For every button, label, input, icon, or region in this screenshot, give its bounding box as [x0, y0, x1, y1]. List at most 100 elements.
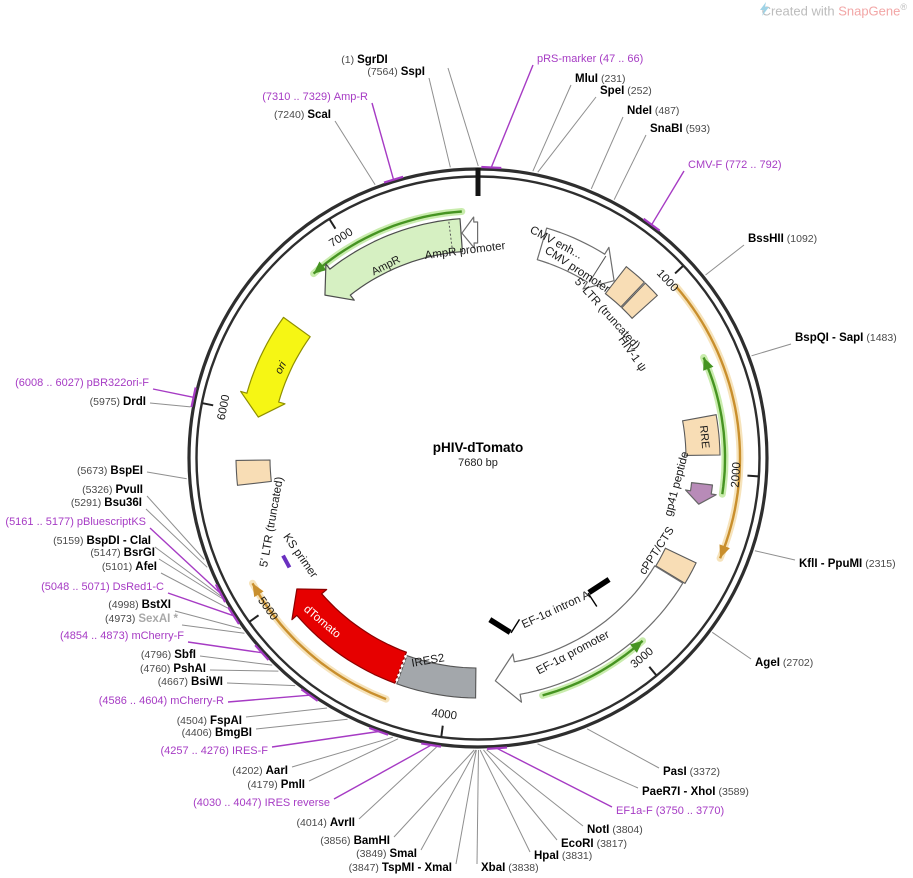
enzyme-label-SmaI[interactable]: (3849) SmaI: [353, 847, 417, 861]
feature-ori[interactable]: [240, 316, 311, 418]
primer-line-DsRed1-C: [167, 592, 234, 617]
feature-label-rre[interactable]: RRE: [697, 425, 711, 449]
enzyme-label-ScaI[interactable]: (7240) ScaI: [271, 108, 331, 122]
enzyme-label-BsiWI[interactable]: (4667) BsiWI: [155, 675, 223, 689]
enzyme-label-BstXI[interactable]: (4998) BstXI: [105, 598, 171, 612]
tick-3000: [648, 666, 658, 676]
enzyme-label-SexAI-[interactable]: (4973) SexAI *: [102, 612, 178, 626]
enzyme-label-BspEI[interactable]: (5673) BspEI: [74, 464, 143, 478]
label-text: AgeI: [755, 657, 780, 669]
enzyme-label-BsrGI[interactable]: (5147) BsrGI: [87, 546, 155, 560]
feature-label-ef-1-intron-a[interactable]: EF-1α intron A: [520, 589, 592, 631]
feature-label-ori[interactable]: ori: [273, 359, 290, 376]
feature-cppt-cts[interactable]: [655, 547, 697, 585]
enzyme-label-SbfI[interactable]: (4796) SbfI: [138, 648, 196, 662]
label-text: (4796): [140, 649, 172, 661]
primer-label-pBluescriptKS[interactable]: (5161 .. 5177) pBluescriptKS: [2, 515, 146, 529]
label-text: BsrGI: [123, 547, 155, 559]
enzyme-label-BspDI-ClaI[interactable]: (5159) BspDI - ClaI: [50, 534, 151, 548]
feature-label-ks-primer[interactable]: KS primer: [280, 532, 319, 581]
primer-label-IRES-reverse[interactable]: (4030 .. 4047) IRES reverse: [190, 796, 330, 810]
primer-label-IRES-F[interactable]: (4257 .. 4276) IRES-F: [157, 744, 268, 758]
enzyme-label-DrdI[interactable]: (5975) DrdI: [87, 395, 146, 409]
callout-line-HpaI: [479, 749, 531, 853]
primer-line-pRS-marker: [490, 64, 534, 168]
feature-ires2[interactable]: [396, 654, 477, 699]
feature-dtomato[interactable]: [291, 588, 407, 684]
label-text: (3831): [561, 850, 593, 862]
label-text: (3589): [718, 786, 749, 798]
enzyme-label-SgrDI[interactable]: (1) SgrDI: [293, 53, 433, 67]
label-text: BssHII: [748, 233, 784, 245]
primer-label-DsRed1-C[interactable]: (5048 .. 5071) DsRed1-C: [38, 580, 164, 594]
enzyme-label-Bsu36I[interactable]: (5291) Bsu36I: [68, 496, 142, 510]
enzyme-label-PaeR7I-XhoI[interactable]: PaeR7I - XhoI (3589): [642, 785, 752, 799]
primer-label-CMV-F[interactable]: CMV-F (772 .. 792): [688, 158, 785, 172]
callout-line-SgrDI: [447, 67, 479, 167]
enzyme-label-AfeI[interactable]: (5101) AfeI: [99, 560, 157, 574]
enzyme-label-KflI-PpuMI[interactable]: KflI - PpuMI (2315): [799, 557, 899, 571]
callout-line-NdeI: [590, 116, 624, 190]
feature-5-ltr-truncated-[interactable]: [604, 265, 646, 308]
ks-primer-mark[interactable]: [281, 554, 292, 569]
label-text: BspQI - SapI: [795, 332, 864, 344]
feature-label-ires2[interactable]: IRES2: [411, 652, 446, 670]
feature-ampr-promoter[interactable]: [461, 216, 479, 249]
callout-line-PaeR7I-XhoI: [537, 743, 639, 789]
enzyme-label-SnaBI[interactable]: SnaBI (593): [650, 122, 713, 136]
enzyme-label-PshAI[interactable]: (4760) PshAI: [137, 662, 206, 676]
label-text: (4030 .. 4047): [193, 797, 262, 809]
callout-line-SnaBI: [613, 134, 647, 200]
enzyme-label-SpeI[interactable]: SpeI (252): [600, 84, 655, 98]
callout-line-AfeI: [160, 572, 228, 609]
label-text: (3804): [612, 824, 643, 836]
tick-2000: [747, 474, 759, 478]
enzyme-label-BssHII[interactable]: BssHII (1092): [748, 232, 820, 246]
feature-gp41-peptide[interactable]: [684, 482, 717, 505]
label-text: NotI: [587, 824, 610, 836]
enzyme-label-FspAI[interactable]: (4504) FspAI: [174, 714, 242, 728]
primer-label-Amp-R[interactable]: (7310 .. 7329) Amp-R: [259, 90, 368, 104]
feature-5-ltr-truncated-[interactable]: [235, 459, 272, 486]
enzyme-label-PasI[interactable]: PasI (3372): [663, 765, 723, 779]
orf-arc-1: [702, 357, 727, 495]
primer-site-cap: [300, 688, 319, 702]
primer-label-mCherry-R[interactable]: (4586 .. 4604) mCherry-R: [96, 694, 224, 708]
label-text: (2315): [865, 558, 896, 570]
enzyme-label-HpaI[interactable]: HpaI (3831): [534, 849, 595, 863]
enzyme-label-BamHI[interactable]: (3856) BamHI: [317, 834, 390, 848]
label-text: ScaI: [307, 109, 331, 121]
label-text: pBluescriptKS: [76, 516, 146, 528]
feature-rre[interactable]: [681, 414, 721, 456]
feature-hiv-1-[interactable]: [621, 282, 659, 320]
callout-line-XbaI: [476, 749, 479, 865]
primer-label-pBR322ori-F[interactable]: (6008 .. 6027) pBR322ori-F: [12, 376, 149, 390]
enzyme-label-EcoRI[interactable]: EcoRI (3817): [561, 837, 630, 851]
feature-label-gp41-peptide[interactable]: gp41 peptide: [663, 450, 692, 517]
callout-line-DrdI: [149, 402, 191, 408]
primer-label-pRS-marker[interactable]: pRS-marker (47 .. 66): [537, 52, 646, 66]
primer-label-mCherry-F[interactable]: (4854 .. 4873) mCherry-F: [57, 629, 184, 643]
enzyme-label-AvrII[interactable]: (4014) AvrII: [294, 816, 356, 830]
enzyme-label-NdeI[interactable]: NdeI (487): [627, 104, 682, 118]
enzyme-label-PmlI[interactable]: (4179) PmlI: [244, 778, 305, 792]
enzyme-label-MluI[interactable]: MluI (231): [575, 72, 629, 86]
feature-ef-1-promoter[interactable]: [494, 565, 684, 703]
enzyme-label-SspI[interactable]: (7564) SspI: [364, 65, 425, 79]
enzyme-label-BmgBI[interactable]: (4406) BmgBI: [179, 726, 252, 740]
plasmid-title-block: pHIV-dTomato 7680 bp: [378, 440, 578, 469]
enzyme-label-PvuII[interactable]: (5326) PvuII: [79, 483, 143, 497]
enzyme-label-XbaI[interactable]: XbaI (3838): [481, 861, 542, 875]
feature-ampr[interactable]: [324, 218, 463, 301]
label-text: HpaI: [534, 850, 559, 862]
enzyme-label-BspQI-SapI[interactable]: BspQI - SapI (1483): [795, 331, 900, 345]
plasmid-name: pHIV-dTomato: [432, 440, 524, 455]
primer-label-EF1a-F[interactable]: EF1a-F (3750 .. 3770): [616, 804, 727, 818]
enzyme-label-TspMI-XmaI[interactable]: (3847) TspMI - XmaI: [346, 861, 452, 875]
callout-line-PmlI: [308, 738, 399, 782]
feature-label-5-ltr-truncated-[interactable]: 5' LTR (truncated): [258, 476, 286, 568]
enzyme-label-AgeI[interactable]: AgeI (2702): [755, 656, 816, 670]
enzyme-label-AarI[interactable]: (4202) AarI: [229, 764, 288, 778]
enzyme-label-NotI[interactable]: NotI (3804): [587, 823, 646, 837]
primer-site-cap: [486, 746, 508, 750]
